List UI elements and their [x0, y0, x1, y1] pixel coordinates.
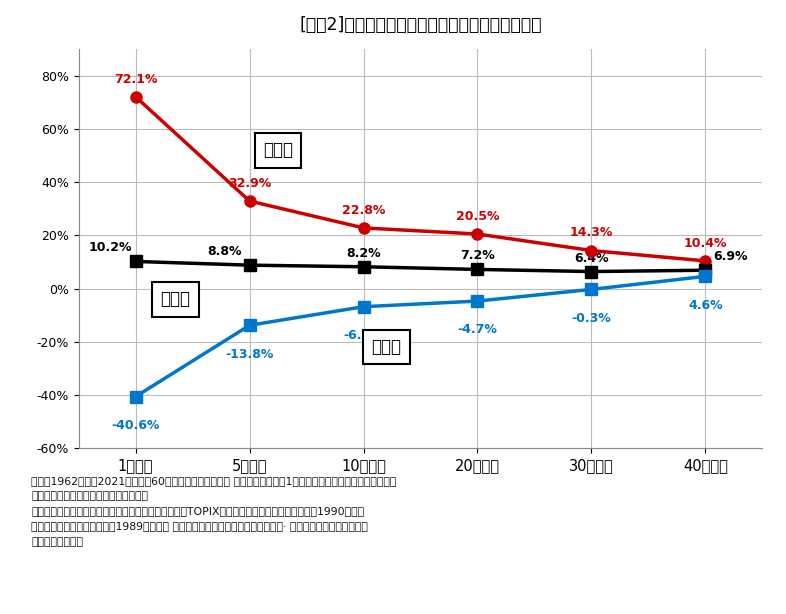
- Text: （注）1962年から2021年に至る60年間について、各年の 東京証券取引所第1部上場全銘柄の時価総額加重による
配当込み収益率にもとづいて計算した。
各年の配: （注）1962年から2021年に至る60年間について、各年の 東京証券取引所第1…: [31, 476, 397, 546]
- Text: -0.3%: -0.3%: [571, 311, 612, 325]
- Text: 6.4%: 6.4%: [574, 252, 609, 265]
- Text: 22.8%: 22.8%: [342, 204, 385, 217]
- Text: 8.2%: 8.2%: [346, 247, 381, 260]
- Text: 平　均: 平 均: [160, 290, 190, 308]
- Text: 10.2%: 10.2%: [89, 241, 132, 254]
- Text: 8.8%: 8.8%: [208, 245, 242, 258]
- Text: -40.6%: -40.6%: [112, 419, 160, 432]
- Text: 7.2%: 7.2%: [460, 249, 495, 262]
- Text: 32.9%: 32.9%: [228, 177, 271, 190]
- Text: 最　高: 最 高: [263, 141, 293, 159]
- Text: -13.8%: -13.8%: [226, 348, 274, 360]
- Text: 20.5%: 20.5%: [456, 210, 499, 223]
- Text: 14.3%: 14.3%: [570, 227, 613, 239]
- Text: 6.9%: 6.9%: [713, 251, 747, 263]
- Text: -4.7%: -4.7%: [457, 324, 498, 336]
- Text: -6.8%: -6.8%: [343, 329, 384, 342]
- Text: 10.4%: 10.4%: [684, 237, 727, 250]
- Text: 4.6%: 4.6%: [688, 298, 723, 311]
- Text: 72.1%: 72.1%: [114, 72, 157, 85]
- Text: 最　低: 最 低: [371, 338, 402, 356]
- Title: [図表2]投資期間別に見た株式投資の年平均収益率: [図表2]投資期間別に見た株式投資の年平均収益率: [299, 16, 542, 34]
